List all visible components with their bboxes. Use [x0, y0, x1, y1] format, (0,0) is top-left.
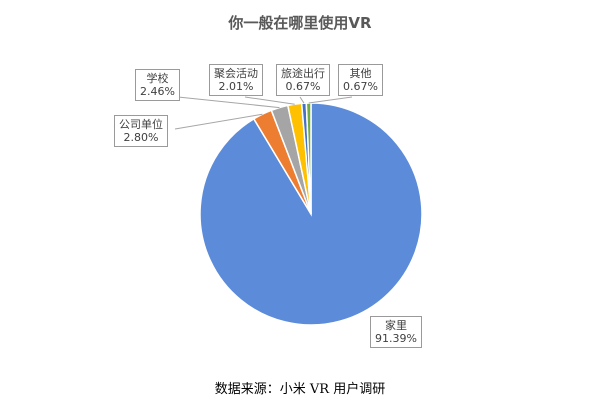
source-note: 数据来源：小米 VR 用户调研 — [214, 382, 386, 397]
leader-line-party — [244, 96, 295, 105]
callout-school-label: 学校 — [146, 72, 169, 85]
callout-other-value: 0.67% — [343, 80, 378, 93]
leader-line-office — [174, 113, 263, 130]
callout-home: 家里 91.39% — [370, 316, 422, 348]
callout-office-label: 公司单位 — [119, 118, 163, 131]
callout-party: 聚会活动 2.01% — [209, 64, 263, 96]
callout-travel: 旅途出行 0.67% — [276, 64, 330, 96]
callout-school-value: 2.46% — [140, 85, 175, 98]
callout-party-value: 2.01% — [218, 80, 254, 93]
callout-other: 其他 0.67% — [338, 64, 383, 96]
callout-home-label: 家里 — [384, 319, 407, 332]
callout-office: 公司单位 2.80% — [114, 115, 168, 147]
callout-travel-label: 旅途出行 — [281, 67, 325, 80]
leader-line-other — [308, 96, 353, 104]
leader-line-school — [177, 96, 280, 109]
chart-title: 你一般在哪里使用VR — [228, 14, 372, 32]
callout-school: 学校 2.46% — [135, 69, 180, 101]
callout-other-label: 其他 — [349, 67, 372, 80]
callout-home-value: 91.39% — [375, 332, 417, 345]
callout-party-label: 聚会活动 — [214, 67, 258, 80]
callout-travel-value: 0.67% — [285, 80, 321, 93]
callout-office-value: 2.80% — [123, 131, 159, 144]
leader-line-travel — [299, 96, 305, 104]
